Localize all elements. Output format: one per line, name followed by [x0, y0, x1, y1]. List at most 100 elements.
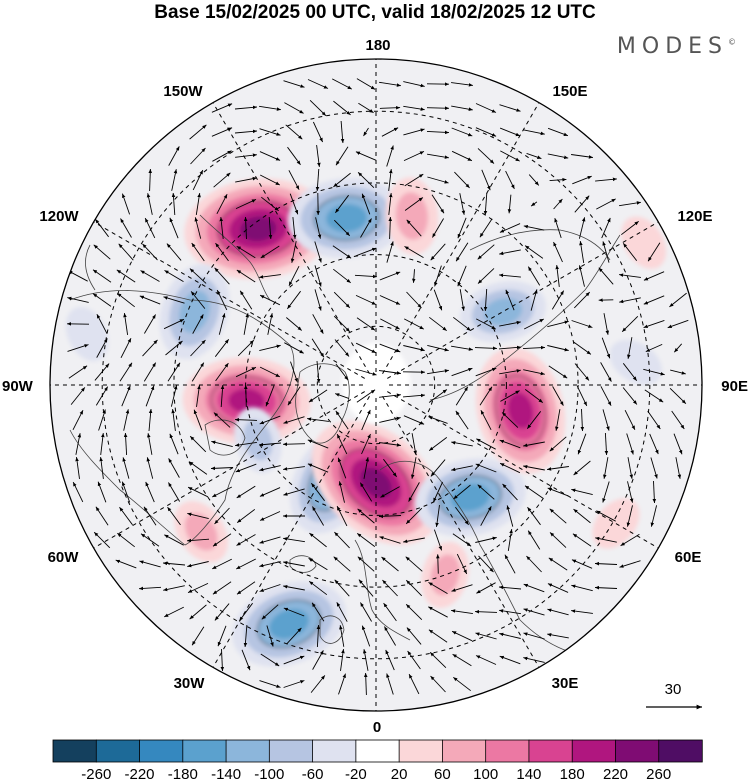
wind-arrow: [548, 557, 568, 571]
wind-arrow: [379, 442, 401, 447]
wind-arrow: [287, 146, 301, 166]
wind-arrow: [241, 649, 251, 671]
wind-arrow: [379, 271, 401, 281]
anomaly-contour: [65, 307, 109, 362]
wind-arrow: [426, 106, 450, 110]
wind-arrow: [475, 632, 497, 640]
anomaly-contour: [483, 298, 523, 326]
wind-arrow: [333, 100, 351, 116]
wind-arrow: [602, 481, 610, 503]
wind-arrow: [67, 296, 89, 303]
wind-arrow: [621, 220, 639, 236]
wind-arrow: [259, 536, 281, 544]
wind-arrow: [403, 345, 425, 352]
anomaly-center: [414, 458, 526, 537]
wind-arrow: [574, 363, 590, 381]
wind-arrow: [96, 338, 108, 358]
wind-arrow: [595, 177, 617, 182]
wind-arrow: [379, 536, 401, 544]
wind-arrow: [123, 409, 130, 431]
lon-label-60e: 60E: [675, 549, 702, 566]
wind-arrow: [427, 153, 449, 159]
wind-arrow: [498, 585, 522, 590]
wind-arrow: [475, 103, 497, 113]
wind-arrow: [259, 274, 281, 279]
wind-arrow: [236, 534, 256, 546]
wind-arrow: [187, 561, 209, 568]
wind-arrow: [356, 389, 376, 403]
wind-arrow: [119, 506, 133, 526]
wind-arrow: [196, 385, 201, 407]
wind-arrow: [186, 538, 210, 543]
wind-arrow: [259, 366, 281, 378]
wind-arrow: [547, 608, 569, 616]
wind-arrow: [626, 505, 633, 527]
wind-arrow: [286, 317, 302, 331]
wind-arrow: [410, 457, 417, 479]
wind-arrow: [360, 602, 372, 622]
wind-arrow: [481, 169, 491, 191]
wind-arrow: [673, 343, 683, 353]
colorbar-swatch: [52, 739, 97, 763]
wind-arrow: [359, 482, 373, 502]
wind-arrow: [358, 102, 374, 114]
wind-arrow: [218, 313, 226, 335]
wind-arrow: [408, 673, 420, 695]
wind-arrow: [451, 630, 473, 642]
wind-arrow: [308, 580, 328, 596]
wind-arrow: [619, 273, 641, 278]
wind-arrow: [236, 269, 256, 283]
wind-arrow: [502, 483, 518, 501]
wind-arrow: [267, 313, 274, 335]
wind-arrow: [288, 170, 300, 190]
wind-arrow: [526, 555, 542, 573]
wind-arrow: [164, 270, 184, 282]
wind-arrow: [333, 268, 351, 284]
wind-arrow: [435, 505, 440, 527]
wind-arrow: [455, 506, 469, 526]
wind-arrow: [452, 653, 472, 667]
wind-arrow: [191, 626, 205, 646]
wind-arrow: [549, 177, 567, 182]
wind-arrow: [75, 433, 82, 455]
wind-arrow: [601, 337, 611, 359]
wind-arrow: [571, 584, 593, 592]
wind-arrow: [284, 102, 304, 114]
wind-arrow: [596, 198, 616, 210]
wind-arrow: [527, 506, 541, 526]
colorbar-swatch: [268, 739, 314, 763]
wind-arrow: [116, 269, 136, 283]
wind-arrow: [451, 367, 473, 377]
wind-arrow: [237, 339, 255, 357]
anomaly-center: [311, 420, 441, 545]
wind-arrow: [283, 655, 305, 665]
wind-arrow: [292, 217, 297, 239]
wind-arrow: [357, 508, 375, 524]
wind-arrow: [524, 389, 544, 403]
wind-arrow: [528, 174, 540, 186]
wind-arrow: [388, 193, 393, 215]
wind-arrow: [523, 632, 545, 640]
wind-arrow: [523, 656, 545, 663]
wind-arrow: [451, 609, 473, 615]
anomaly-contour: [240, 216, 277, 242]
wind-arrow: [408, 482, 420, 502]
wind-arrow: [571, 488, 593, 496]
wind-arrow: [499, 249, 521, 256]
wind-arrow: [243, 624, 248, 648]
wind-arrow: [500, 150, 520, 162]
wind-arrow: [283, 537, 305, 543]
colorbar-tick-label: -100: [254, 766, 284, 783]
wind-arrow: [669, 387, 687, 405]
wind-arrow: [383, 602, 397, 622]
wind-arrow: [403, 81, 425, 88]
wind-arrow: [268, 216, 273, 240]
wind-arrow: [602, 241, 610, 263]
wind-arrow: [436, 554, 440, 574]
wind-arrow: [357, 171, 375, 189]
wind-arrow: [93, 244, 111, 260]
wind-arrow: [523, 608, 545, 616]
wind-arrow: [287, 386, 301, 406]
wind-arrow: [524, 245, 544, 259]
wind-arrow: [451, 150, 473, 162]
